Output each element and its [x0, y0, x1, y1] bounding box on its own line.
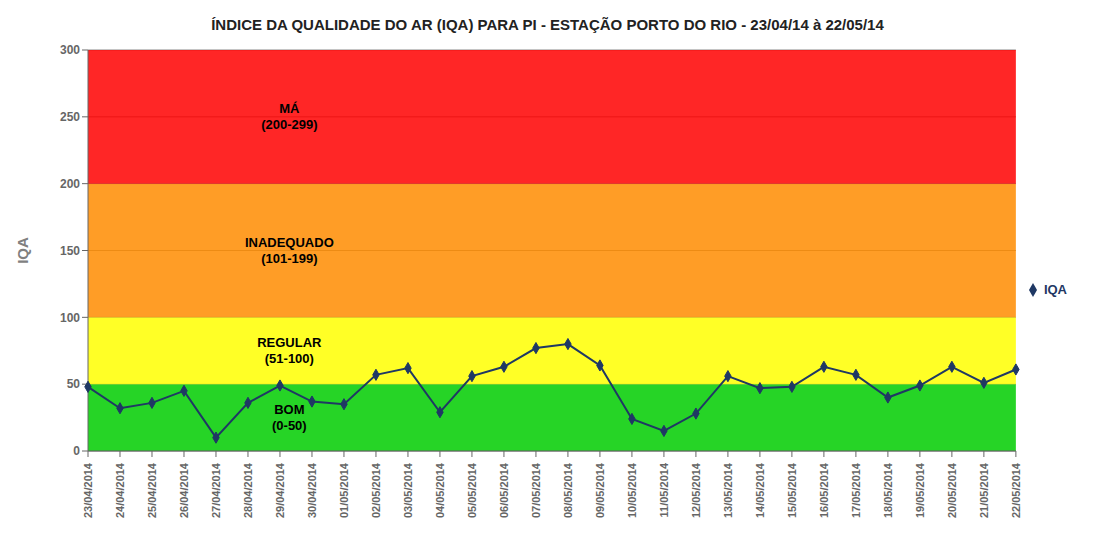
svg-text:25/04/2014: 25/04/2014 [146, 462, 158, 518]
svg-text:19/05/2014: 19/05/2014 [914, 462, 926, 518]
svg-text:29/04/2014: 29/04/2014 [274, 462, 286, 518]
svg-text:250: 250 [60, 110, 80, 124]
svg-text:05/05/2014: 05/05/2014 [466, 462, 478, 518]
svg-text:INADEQUADO(101-199): INADEQUADO(101-199) [245, 235, 334, 266]
svg-text:17/05/2014: 17/05/2014 [850, 462, 862, 518]
svg-text:03/05/2014: 03/05/2014 [402, 462, 414, 518]
svg-text:100: 100 [60, 311, 80, 325]
svg-text:REGULAR(51-100): REGULAR(51-100) [257, 335, 322, 366]
svg-text:IQA: IQA [14, 237, 31, 264]
svg-text:BOM(0-50): BOM(0-50) [272, 402, 307, 433]
svg-text:11/05/2014: 11/05/2014 [658, 462, 670, 517]
html-text:ÍNDICE DA QUALIDADE DO AR (IQA: ÍNDICE DA QUALIDADE DO AR (IQA) PARA PI … [211, 16, 884, 33]
svg-text:MÁ(200-299): MÁ(200-299) [261, 101, 317, 132]
svg-text:20/05/2014: 20/05/2014 [946, 462, 958, 518]
svg-text:28/04/2014: 28/04/2014 [242, 462, 254, 518]
svg-text:50: 50 [67, 377, 81, 391]
svg-text:0: 0 [73, 444, 80, 458]
svg-text:07/05/2014: 07/05/2014 [530, 462, 542, 518]
svg-text:02/05/2014: 02/05/2014 [370, 462, 382, 518]
svg-text:23/04/2014: 23/04/2014 [82, 462, 94, 518]
svg-text:22/05/2014: 22/05/2014 [1010, 462, 1022, 518]
svg-text:27/04/2014: 27/04/2014 [210, 462, 222, 518]
svg-text:200: 200 [60, 177, 80, 191]
svg-text:15/05/2014: 15/05/2014 [786, 462, 798, 518]
svg-text:16/05/2014: 16/05/2014 [818, 462, 830, 518]
svg-text:06/05/2014: 06/05/2014 [498, 462, 510, 518]
svg-text:14/05/2014: 14/05/2014 [754, 462, 766, 518]
svg-text:04/05/2014: 04/05/2014 [434, 462, 446, 518]
svg-text:08/05/2014: 08/05/2014 [562, 462, 574, 518]
html-text:IQA: IQA [1043, 281, 1067, 297]
svg-text:30/04/2014: 30/04/2014 [306, 462, 318, 518]
svg-text:01/05/2014: 01/05/2014 [338, 462, 350, 518]
svg-text:24/04/2014: 24/04/2014 [114, 462, 126, 518]
svg-text:13/05/2014: 13/05/2014 [722, 462, 734, 518]
svg-text:10/05/2014: 10/05/2014 [626, 462, 638, 518]
svg-text:150: 150 [60, 244, 80, 258]
svg-text:12/05/2014: 12/05/2014 [690, 462, 702, 518]
svg-text:21/05/2014: 21/05/2014 [978, 462, 990, 518]
svg-text:26/04/2014: 26/04/2014 [178, 462, 190, 518]
svg-text:18/05/2014: 18/05/2014 [882, 462, 894, 518]
svg-text:300: 300 [60, 43, 80, 57]
svg-text:09/05/2014: 09/05/2014 [594, 462, 606, 518]
